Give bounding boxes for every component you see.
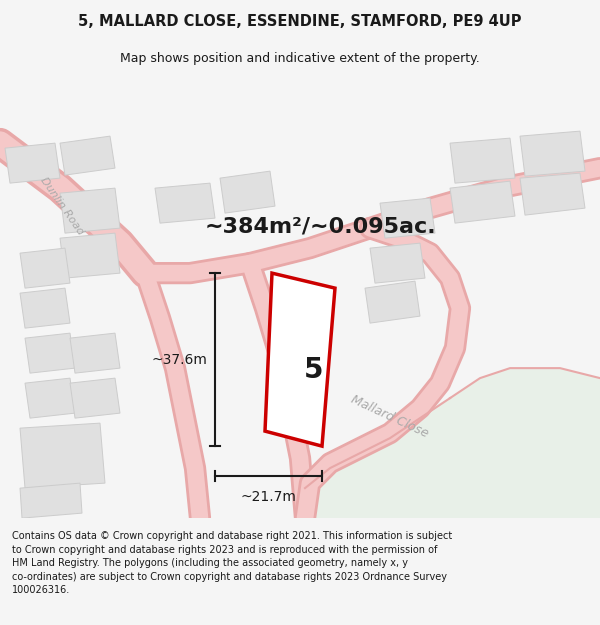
Polygon shape	[70, 333, 120, 373]
Text: Map shows position and indicative extent of the property.: Map shows position and indicative extent…	[120, 52, 480, 65]
Polygon shape	[300, 368, 600, 518]
Text: ~21.7m: ~21.7m	[241, 490, 296, 504]
Text: Dunlin Road: Dunlin Road	[38, 176, 86, 237]
Polygon shape	[20, 483, 82, 518]
Polygon shape	[20, 423, 105, 488]
Text: 5, MALLARD CLOSE, ESSENDINE, STAMFORD, PE9 4UP: 5, MALLARD CLOSE, ESSENDINE, STAMFORD, P…	[78, 14, 522, 29]
Polygon shape	[380, 198, 435, 238]
Text: Contains OS data © Crown copyright and database right 2021. This information is : Contains OS data © Crown copyright and d…	[12, 531, 452, 596]
Polygon shape	[520, 173, 585, 215]
Polygon shape	[20, 288, 70, 328]
Polygon shape	[60, 136, 115, 175]
Polygon shape	[365, 281, 420, 323]
Polygon shape	[450, 181, 515, 223]
Text: 5: 5	[304, 356, 323, 384]
Text: ~384m²/~0.095ac.: ~384m²/~0.095ac.	[205, 216, 437, 236]
Polygon shape	[520, 131, 585, 176]
Polygon shape	[220, 171, 275, 213]
Polygon shape	[60, 233, 120, 278]
Polygon shape	[70, 378, 120, 418]
Polygon shape	[450, 138, 515, 183]
Polygon shape	[155, 183, 215, 223]
Text: ~37.6m: ~37.6m	[151, 352, 207, 367]
Polygon shape	[60, 188, 120, 233]
Text: Mallard Close: Mallard Close	[349, 392, 431, 440]
Polygon shape	[5, 143, 60, 183]
Polygon shape	[20, 248, 70, 288]
Polygon shape	[25, 378, 75, 418]
Polygon shape	[370, 243, 425, 283]
Polygon shape	[25, 333, 75, 373]
Polygon shape	[265, 273, 335, 446]
